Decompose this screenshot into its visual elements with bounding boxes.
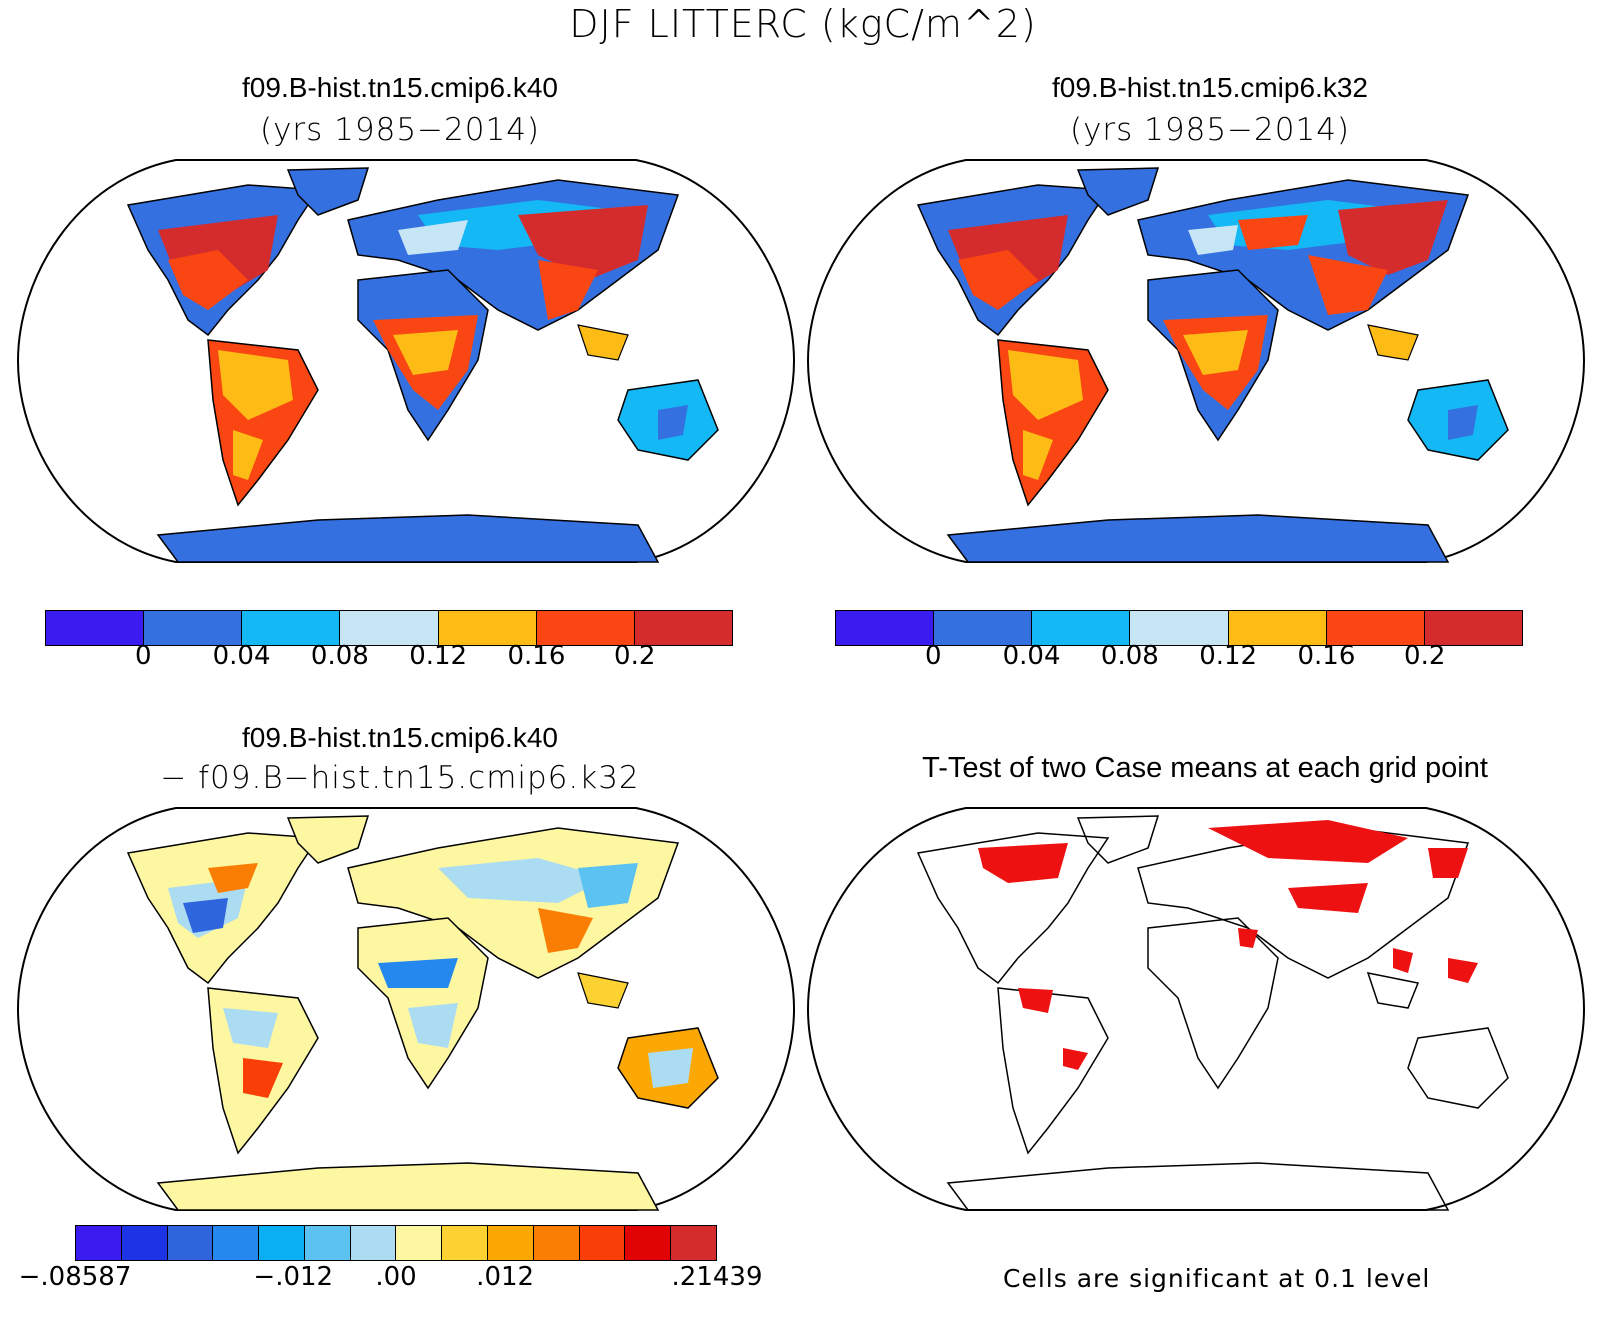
colorbar-swatch	[634, 611, 732, 645]
colorbar-tick-label: 0.08	[310, 641, 369, 671]
colorbar-tick-label: 0.04	[212, 641, 271, 671]
landmass-layer	[126, 815, 719, 1211]
panel-top-right-title: f09.B-hist.tn15.cmip6.k32	[1052, 72, 1368, 103]
colorbar-swatch	[442, 1226, 489, 1260]
significant-cells-layer	[978, 820, 1478, 1070]
map-bottom-right	[806, 807, 1586, 1211]
colorbar-swatch	[625, 1226, 672, 1260]
colorbar-tick-label: 0.16	[1297, 641, 1356, 671]
colorbar-tick-label: 0.04	[1002, 641, 1061, 671]
panel-top-left-title: f09.B-hist.tn15.cmip6.k40	[242, 72, 558, 103]
colorbar-tick-label: 0.12	[409, 641, 468, 671]
map-top-left	[16, 159, 796, 563]
colorbar-tick-label: .00	[375, 1262, 417, 1292]
colorbar-swatch	[396, 1226, 443, 1260]
colorbar-top-left	[45, 610, 733, 646]
colorbar-swatch	[76, 1226, 122, 1260]
colorbar-swatch	[836, 611, 935, 645]
panel-bottom-left-title: f09.B-hist.tn15.cmip6.k40	[242, 722, 558, 753]
colorbar-swatch	[259, 1226, 305, 1260]
map-top-right	[806, 159, 1586, 563]
panel-top-right-subtitle: (yrs 1985−2014)	[1069, 112, 1351, 148]
colorbar-tick-label: .012	[476, 1262, 535, 1292]
landmass-layer	[916, 167, 1509, 563]
colorbar-swatch	[1228, 611, 1327, 645]
colorbar-swatch	[121, 1226, 168, 1260]
landmass-layer	[126, 167, 719, 563]
colorbar-swatch	[242, 611, 341, 645]
colorbar-bottom-left	[75, 1225, 717, 1261]
colorbar-tick-label: 0.2	[1404, 641, 1446, 671]
figure-title: DJF LITTERC (kgC/m^2)	[569, 2, 1037, 46]
panel-bottom-right-title: T-Test of two Case means at each grid po…	[922, 752, 1488, 784]
colorbar-tick-label: 0.16	[507, 641, 566, 671]
panel-top-left-subtitle: (yrs 1985−2014)	[259, 112, 541, 148]
colorbar-tick-label: 0	[135, 641, 152, 671]
colorbar-top-left-labels: 0 0.04 0.08 0.12 0.16 0.2	[45, 641, 733, 673]
colorbar-swatch	[1130, 611, 1229, 645]
colorbar-swatch	[1424, 611, 1522, 645]
colorbar-tick-label: −.08587	[18, 1262, 132, 1292]
colorbar-swatch	[533, 1226, 580, 1260]
colorbar-tick-label: −.012	[253, 1262, 334, 1292]
colorbar-swatch	[579, 1226, 626, 1260]
colorbar-swatch	[1326, 611, 1425, 645]
colorbar-tick-label: 0.2	[614, 641, 656, 671]
colorbar-top-right	[835, 610, 1523, 646]
colorbar-tick-label: 0.12	[1199, 641, 1258, 671]
colorbar-tick-label: 0.08	[1100, 641, 1159, 671]
colorbar-bottom-left-labels: −.08587 −.012 .00 .012 .21439	[19, 1262, 763, 1294]
colorbar-swatch	[340, 611, 439, 645]
colorbar-swatch	[438, 611, 537, 645]
panel-bottom-left-subtitle: − f09.B−hist.tn15.cmip6.k32	[160, 760, 640, 796]
colorbar-swatch	[350, 1226, 397, 1260]
colorbar-swatch	[213, 1226, 260, 1260]
map-bottom-left	[16, 807, 796, 1211]
colorbar-swatch	[671, 1226, 716, 1260]
colorbar-tick-label: .21439	[671, 1262, 763, 1292]
significance-note: Cells are significant at 0.1 level	[1003, 1264, 1431, 1293]
colorbar-top-right-labels: 0 0.04 0.08 0.12 0.16 0.2	[835, 641, 1523, 673]
colorbar-swatch	[536, 611, 635, 645]
colorbar-swatch	[488, 1226, 534, 1260]
colorbar-swatch	[1032, 611, 1131, 645]
colorbar-tick-label: 0	[925, 641, 942, 671]
colorbar-swatch	[46, 611, 145, 645]
colorbar-swatch	[934, 611, 1033, 645]
colorbar-swatch	[304, 1226, 351, 1260]
colorbar-swatch	[144, 611, 243, 645]
colorbar-swatch	[167, 1226, 214, 1260]
